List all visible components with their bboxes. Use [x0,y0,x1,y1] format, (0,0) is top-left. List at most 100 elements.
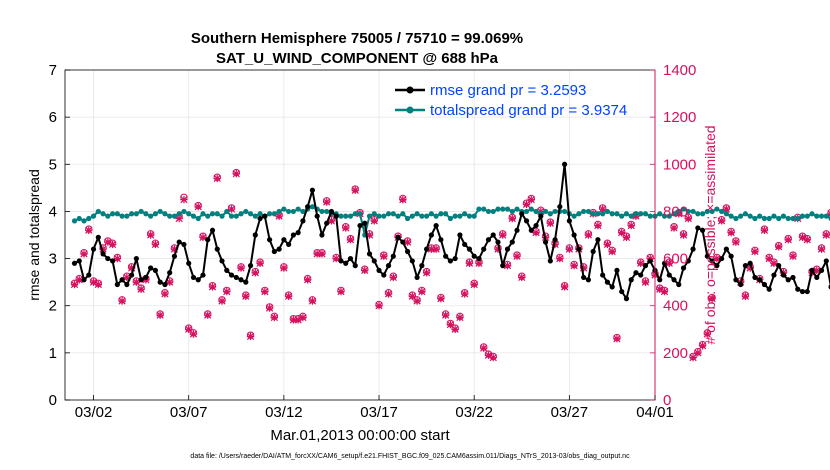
obs-assimilated-point [223,287,231,296]
totalspread-point [352,211,358,217]
obs-assimilated-point [717,217,726,225]
rmse-point [371,258,377,264]
totalspread-point [300,208,306,215]
rmse-point [376,267,382,273]
rmse-point [219,258,225,264]
totalspread-point [728,213,734,219]
rmse-point [433,222,439,229]
rmse-point [157,279,163,285]
totalspread-point [395,213,401,219]
rmse-point [771,272,777,278]
totalspread-point [71,218,78,224]
obs-assimilated-point [85,226,93,234]
rmse-point [381,272,387,278]
rmse-point [109,258,116,264]
rmse-point [471,253,477,259]
x-tick-label: 03/17 [360,404,398,421]
x-tick-label: 03/27 [551,404,589,421]
totalspread-point [428,211,434,217]
totalspread-point [419,213,425,219]
totalspread-point [609,211,615,217]
totalspread-point [533,208,539,215]
totalspread-point [485,208,492,215]
totalspread-point [766,215,772,222]
rmse-point [295,230,301,236]
totalspread-point [500,206,506,212]
rmse-point [71,260,78,266]
totalspread-point [795,215,801,222]
totalspread-point [200,211,206,217]
totalspread-point [714,206,720,212]
totalspread-point [366,213,373,219]
obs-assimilated-point [251,269,260,277]
totalspread-point [276,208,282,215]
obs-assimilated-point [270,313,279,322]
rmse-point [666,272,672,278]
obs-assimilated-point [565,245,574,253]
rmse-point [776,263,782,269]
footnote-data-file: data file: /Users/raeder/DAI/ATM_forcXX/… [190,453,630,460]
obs-assimilated-point [146,231,155,239]
rmse-point [619,288,625,295]
rmse-point [319,232,325,238]
totalspread-point [738,213,744,219]
rmse-point [761,281,768,288]
rmse-point [76,258,82,264]
obs-assimilated-point [670,224,678,232]
obs-assimilated-point [698,342,707,350]
totalspread-point [595,211,601,217]
totalspread-point [162,211,168,217]
obs-assimilated-point [727,228,735,237]
rmse-point [333,213,339,219]
totalspread-point [443,211,449,217]
totalspread-point [186,211,192,217]
obs-assimilated-point [803,236,811,244]
totalspread-point [704,208,710,215]
rmse-point [576,246,582,252]
obs-assimilated-point [175,214,183,223]
rmse-point [366,251,373,257]
totalspread-point [676,208,682,215]
totalspread-point [214,211,220,217]
rmse-point [343,260,349,266]
totalspread-point [561,208,568,215]
rmse-point [614,267,620,273]
rmse-point [243,279,249,285]
obs-assimilated-point [346,236,355,244]
totalspread-point [409,213,415,219]
obs-assimilated-point [227,205,236,213]
rmse-point [552,237,558,243]
rmse-point [514,227,520,233]
obs-assimilated-point [299,313,307,322]
totalspread-point [747,213,753,219]
obs-assimilated-point [798,233,807,242]
rmse-series [71,161,830,302]
rmse-point [685,258,691,264]
obs-assimilated-point [637,259,645,267]
obs-assimilated-point [560,283,569,291]
obs-assimilated-point [327,217,336,225]
obs-assimilated-point [185,325,193,333]
obs-assimilated-point [489,353,497,362]
x-tick-label: 03/07 [170,404,208,421]
totalspread-point [633,211,639,217]
totalspread-point [390,211,396,217]
totalspread-point [495,206,501,212]
rmse-point [81,277,87,283]
rmse-point [228,272,235,278]
obs-assimilated-point [822,231,830,239]
totalspread-point [571,213,577,219]
totalspread-point [581,208,587,215]
obs-assimilated-point [127,264,136,272]
obs-assimilated-point [380,252,388,260]
totalspread-point [433,213,439,219]
rmse-point [276,246,282,252]
rmse-point [600,272,606,278]
rmse-point [90,246,97,252]
totalspread-point [719,208,725,215]
obs-assimilated-point [813,266,821,275]
totalspread-point [152,211,159,217]
obs-assimilated-point [684,214,693,223]
rmse-point [466,246,473,252]
rmse-point [357,222,363,229]
